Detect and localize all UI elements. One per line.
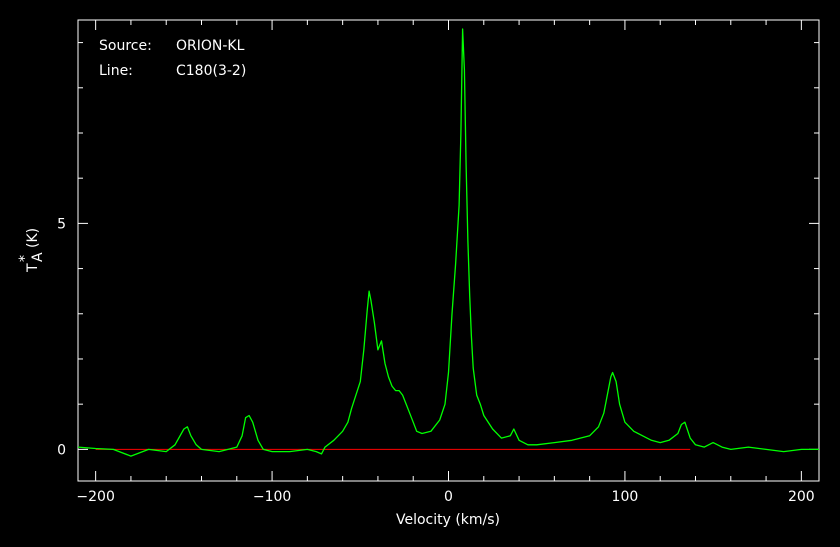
tick-labels: −200 −100 0 100 200 0 5 [57, 216, 815, 505]
line-value: C180(3-2) [176, 63, 246, 79]
y-axis-label-unit: (K) [25, 228, 41, 248]
x-tick-label: 100 [612, 489, 639, 505]
x-tick-label: 200 [788, 489, 815, 505]
line-label: Line: [99, 63, 133, 79]
source-label: Source: [99, 38, 152, 54]
y-axis-label-sub: A [30, 252, 46, 262]
x-axis-label: Velocity (km/s) [396, 512, 500, 528]
x-tick-label: 0 [444, 489, 453, 505]
y-tick-label: 0 [57, 442, 66, 458]
y-tick-label: 5 [57, 216, 66, 232]
y-axis-label-sup: * [17, 255, 33, 262]
source-value: ORION-KL [176, 38, 245, 54]
x-tick-label: −200 [76, 489, 114, 505]
spectrum-series-line [77, 28, 819, 457]
x-tick-label: −100 [253, 489, 291, 505]
axis-ticks [78, 20, 819, 481]
y-axis-label: T * A (K) [17, 228, 46, 273]
y-axis-label-main: T [25, 263, 41, 273]
